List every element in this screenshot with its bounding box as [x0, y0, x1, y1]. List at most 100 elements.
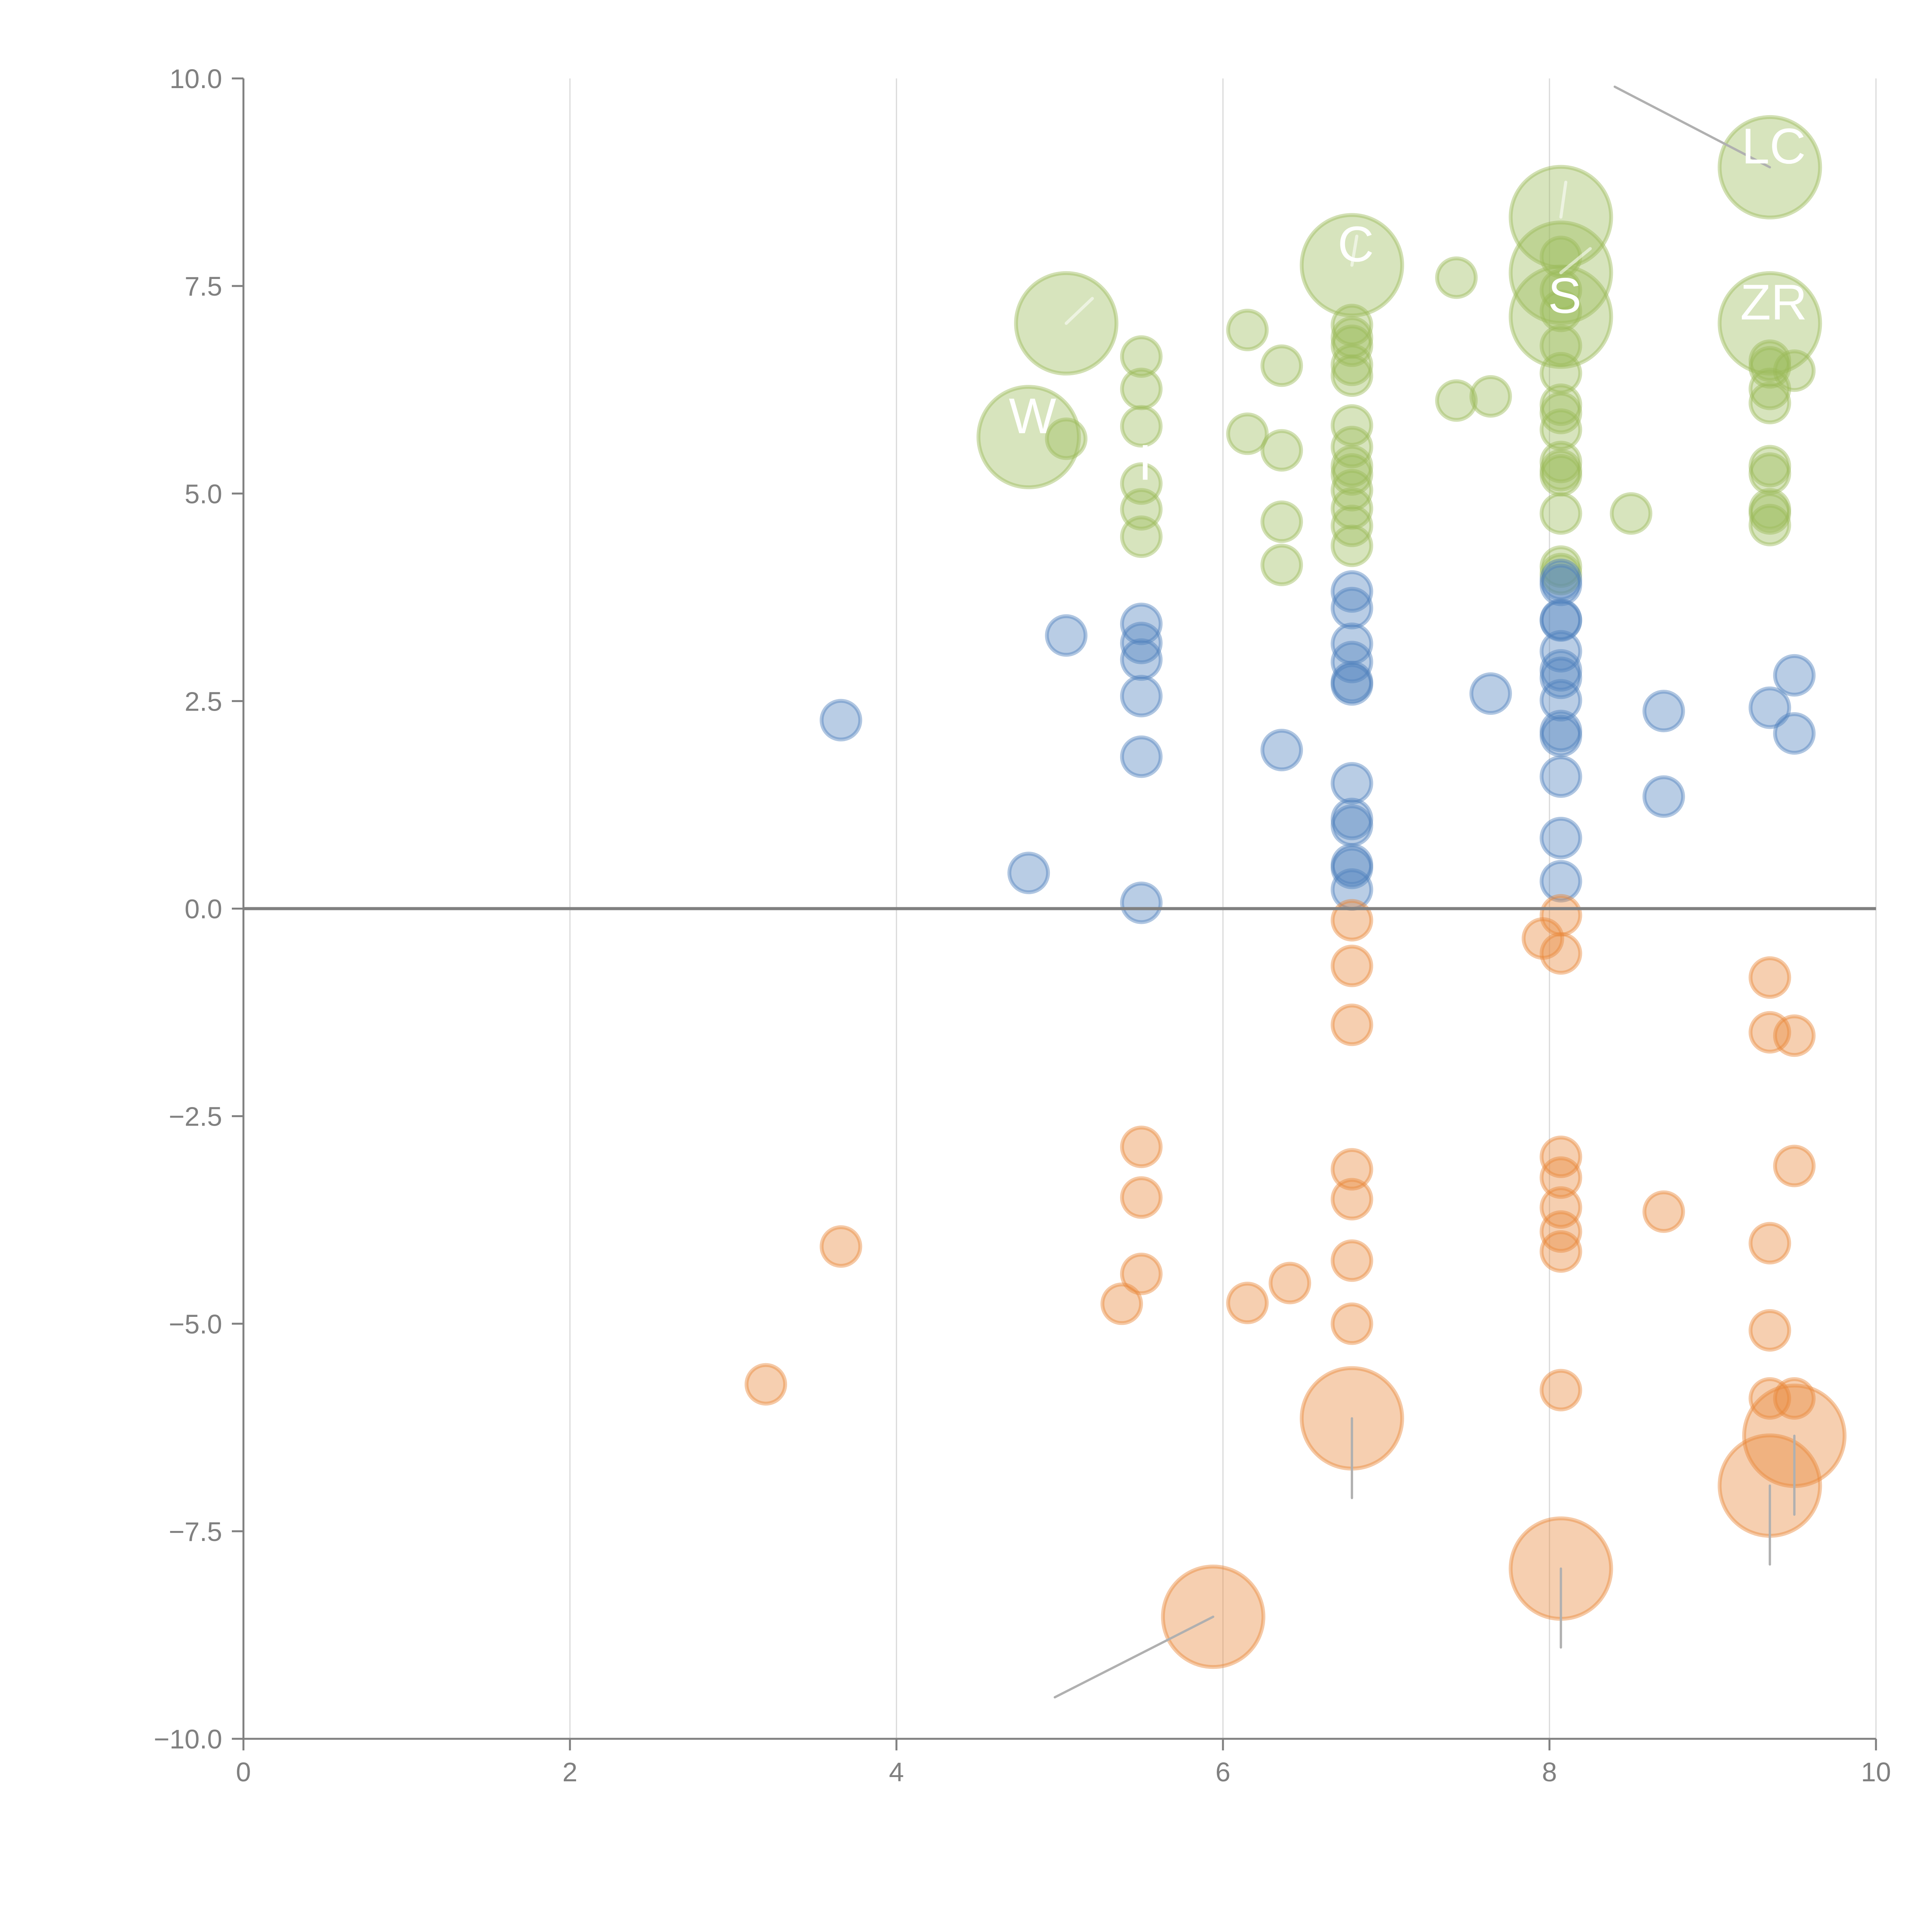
data-point[interactable]: [1748, 452, 1791, 495]
data-point[interactable]: [1007, 852, 1050, 895]
data-point[interactable]: [1539, 492, 1582, 535]
data-point[interactable]: [1330, 1178, 1373, 1221]
data-point[interactable]: [1748, 1309, 1791, 1352]
data-point[interactable]: [1260, 500, 1303, 543]
data-point[interactable]: [1539, 289, 1582, 332]
data-point[interactable]: [1539, 563, 1582, 606]
data-point[interactable]: [1260, 429, 1303, 472]
data-point[interactable]: [1539, 553, 1582, 595]
data-point[interactable]: [1539, 679, 1582, 722]
data-point[interactable]: [1539, 894, 1582, 937]
data-point[interactable]: [1539, 860, 1582, 903]
data-point[interactable]: [1330, 505, 1373, 548]
data-point[interactable]: [1748, 503, 1791, 546]
data-point[interactable]: [1773, 1377, 1816, 1420]
data-point[interactable]: [976, 385, 1081, 490]
data-point[interactable]: [1330, 587, 1373, 629]
data-point[interactable]: [1330, 663, 1373, 706]
data-point[interactable]: [1539, 1186, 1582, 1229]
data-point[interactable]: [1773, 1145, 1816, 1187]
data-point[interactable]: [1642, 1190, 1685, 1233]
data-point[interactable]: [1748, 382, 1791, 425]
data-point[interactable]: [1539, 649, 1582, 692]
data-point[interactable]: [1330, 843, 1373, 886]
data-point[interactable]: [1539, 709, 1582, 752]
data-point[interactable]: [1330, 425, 1373, 468]
data-point[interactable]: [1539, 1210, 1582, 1253]
data-point[interactable]: [745, 1363, 787, 1406]
data-point[interactable]: [1330, 944, 1373, 987]
data-point[interactable]: [1522, 917, 1565, 960]
data-point[interactable]: [1748, 445, 1791, 488]
data-point[interactable]: [1539, 324, 1582, 367]
data-point[interactable]: [1539, 391, 1582, 434]
data-point[interactable]: [1539, 545, 1582, 588]
data-point[interactable]: [1120, 405, 1163, 448]
data-point[interactable]: [1539, 932, 1582, 975]
data-point[interactable]: [1045, 614, 1088, 657]
data-point[interactable]: [1330, 798, 1373, 840]
data-point[interactable]: [1330, 570, 1373, 613]
data-point[interactable]: [1539, 1230, 1582, 1273]
data-point[interactable]: [1226, 412, 1269, 455]
data-point[interactable]: [1748, 1377, 1791, 1420]
data-point[interactable]: [1539, 383, 1582, 426]
data-point[interactable]: [1120, 881, 1163, 924]
data-point[interactable]: [1610, 492, 1653, 535]
data-point[interactable]: [1100, 1282, 1143, 1325]
data-point[interactable]: [1539, 714, 1582, 757]
data-point[interactable]: [1330, 1148, 1373, 1191]
data-point[interactable]: [1269, 1262, 1311, 1304]
data-point[interactable]: [1260, 544, 1303, 587]
data-point[interactable]: [1330, 622, 1373, 665]
data-point[interactable]: [1748, 367, 1791, 410]
data-point[interactable]: [1773, 1014, 1816, 1057]
data-point[interactable]: [1539, 656, 1582, 699]
data-point[interactable]: [1469, 375, 1512, 418]
data-point[interactable]: [1539, 630, 1582, 673]
data-point[interactable]: [1539, 352, 1582, 395]
data-point[interactable]: [1120, 367, 1163, 410]
data-point[interactable]: [1539, 599, 1582, 642]
data-point[interactable]: [1748, 956, 1791, 999]
data-point[interactable]: [1120, 335, 1163, 378]
data-point[interactable]: [1330, 899, 1373, 942]
data-point[interactable]: [1226, 1282, 1269, 1325]
data-point[interactable]: [1642, 690, 1685, 733]
data-point[interactable]: [1120, 1126, 1163, 1168]
data-point[interactable]: [1642, 775, 1685, 818]
data-point[interactable]: [1539, 1156, 1582, 1199]
data-point[interactable]: [1330, 453, 1373, 496]
data-point[interactable]: [1330, 324, 1373, 367]
data-point[interactable]: [1330, 316, 1373, 359]
data-point[interactable]: [1748, 339, 1791, 382]
data-point[interactable]: [1539, 408, 1582, 451]
data-point[interactable]: [1120, 621, 1163, 664]
data-point[interactable]: [1120, 638, 1163, 681]
data-point[interactable]: [1748, 346, 1791, 389]
data-point[interactable]: [1330, 1239, 1373, 1282]
data-point[interactable]: [1120, 488, 1163, 531]
data-point[interactable]: [1330, 469, 1373, 512]
data-point[interactable]: [1748, 492, 1791, 535]
data-point[interactable]: [1435, 379, 1478, 422]
data-point[interactable]: [1469, 672, 1512, 715]
data-point[interactable]: [1748, 1222, 1791, 1265]
data-point[interactable]: [1330, 804, 1373, 847]
data-point[interactable]: [820, 699, 862, 742]
data-point[interactable]: [1773, 654, 1816, 697]
data-point[interactable]: [1435, 256, 1478, 299]
data-point[interactable]: [1330, 1003, 1373, 1046]
data-point[interactable]: [1330, 847, 1373, 889]
data-point[interactable]: [1120, 515, 1163, 558]
data-point[interactable]: [1330, 762, 1373, 805]
data-point[interactable]: [1120, 675, 1163, 718]
data-point[interactable]: [1120, 602, 1163, 645]
data-point[interactable]: [1330, 354, 1373, 397]
data-point[interactable]: [1539, 598, 1582, 641]
data-point[interactable]: [1120, 462, 1163, 505]
data-point[interactable]: [1773, 349, 1816, 392]
data-point[interactable]: [1120, 1176, 1163, 1219]
data-point[interactable]: [1718, 271, 1822, 376]
data-point[interactable]: [1748, 1011, 1791, 1054]
